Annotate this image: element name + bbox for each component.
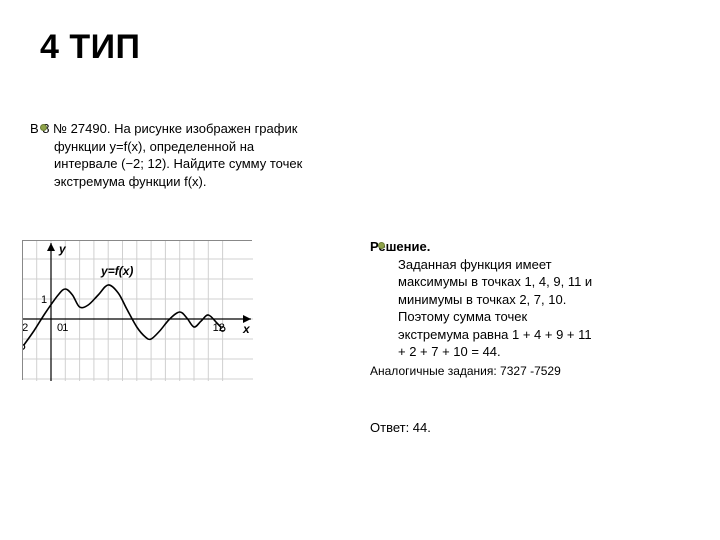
function-graph: yx011-212y=f(x) xyxy=(23,241,253,381)
svg-text:y: y xyxy=(58,242,67,256)
solution-line-0: Заданная функция имеет xyxy=(398,257,552,272)
svg-text:12: 12 xyxy=(213,322,225,334)
problem-line-3: экстремума функции f(x). xyxy=(54,174,206,189)
solution-text: Решение. Заданная функция имеет максимум… xyxy=(370,238,690,437)
problem-text: B 8 № 27490. На рисунке изображен график… xyxy=(30,120,370,190)
solution-line-2: минимумы в точках 2, 7, 10. xyxy=(398,292,566,307)
svg-text:x: x xyxy=(242,322,251,336)
graph-container: yx011-212y=f(x) xyxy=(22,240,252,380)
analogous-tasks: Аналогичные задания: 7327 -7529 xyxy=(370,363,690,379)
solution-line-3: Поэтому сумма точек xyxy=(398,309,527,324)
problem-line-2: интервале (−2; 12). Найдите сумму точек xyxy=(54,156,302,171)
problem-line-0: На рисунке изображен график xyxy=(114,121,297,136)
solution-line-4: экстремума равна 1 + 4 + 9 + 11 xyxy=(398,327,592,342)
problem-line-1: функции y=f(x), определенной на xyxy=(54,139,254,154)
svg-text:1: 1 xyxy=(41,294,47,306)
answer: Ответ: 44. xyxy=(370,419,690,437)
svg-text:-2: -2 xyxy=(23,322,28,334)
bullet-icon xyxy=(40,124,47,131)
bullet-icon xyxy=(378,242,385,249)
svg-text:1: 1 xyxy=(62,322,68,334)
page-title: 4 ТИП xyxy=(40,28,141,67)
solution-line-1: максимумы в точках 1, 4, 9, 11 и xyxy=(398,274,592,289)
problem-statement: B 8 № 27490. На рисунке изображен график… xyxy=(30,120,370,190)
solution-line-5: + 2 + 7 + 10 = 44. xyxy=(398,344,501,359)
svg-text:y=f(x): y=f(x) xyxy=(100,264,133,278)
solution-block: Решение. Заданная функция имеет максимум… xyxy=(370,238,690,437)
